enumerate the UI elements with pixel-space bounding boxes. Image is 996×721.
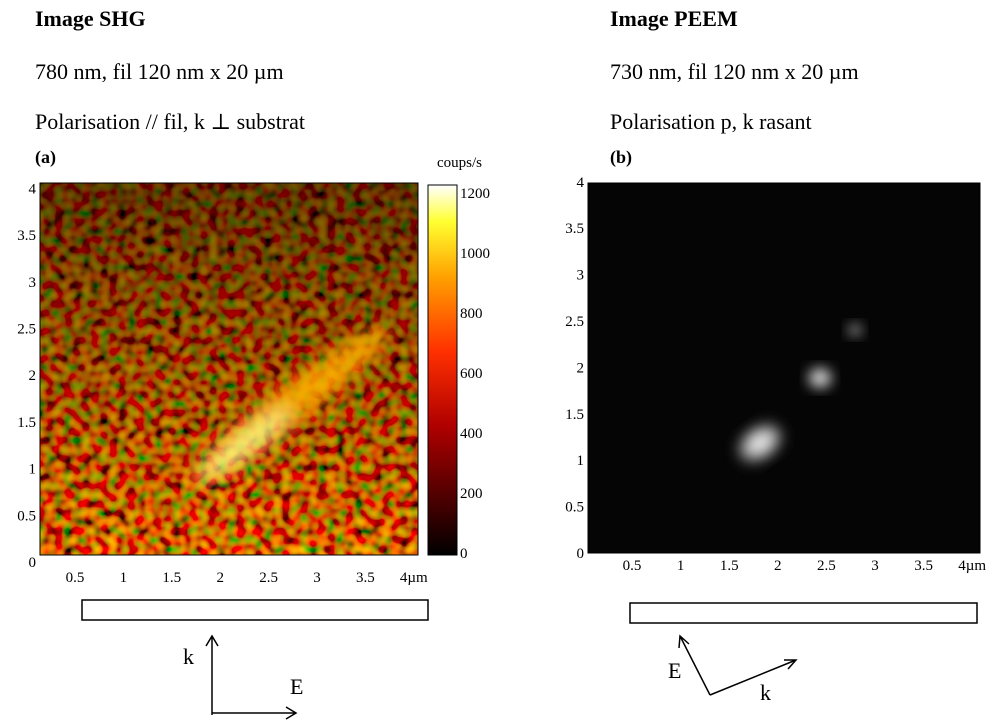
y-tick-label: 2.5	[17, 322, 36, 338]
x-tick-label: 3	[313, 570, 321, 586]
arrow-label: k	[183, 644, 194, 669]
wire	[629, 602, 978, 624]
x-tick-label: 0.5	[623, 558, 642, 574]
x-tick-label: 4µm	[400, 570, 428, 586]
colorbar-tick-label: 600	[460, 366, 483, 382]
colorbar-tick-label: 400	[460, 426, 483, 442]
panel-label: (b)	[610, 147, 632, 168]
y-tick-label: 0.5	[17, 508, 36, 524]
y-tick-label: 1	[29, 462, 37, 478]
wire	[81, 599, 429, 621]
arrow-label: E	[668, 658, 681, 683]
plot-frame	[39, 182, 419, 556]
panel-subtitle: 780 nm, fil 120 nm x 20 µm	[35, 59, 284, 84]
x-tick-label: 1	[677, 558, 685, 574]
x-tick-label: 3.5	[356, 570, 375, 586]
y-tick-label: 3	[577, 268, 585, 284]
y-tick-label: 2	[29, 368, 37, 384]
x-tick-label: 2.5	[817, 558, 836, 574]
y-tick-label: 2	[577, 360, 585, 376]
colorbar-tick-label: 200	[460, 486, 483, 502]
panel-title: Image SHG	[35, 6, 146, 31]
y-tick-label: 0	[29, 555, 37, 571]
colorbar-tick-label: 0	[460, 546, 468, 562]
y-tick-label: 3	[29, 275, 37, 291]
y-tick-label: 3.5	[17, 228, 36, 244]
x-tick-label: 2.5	[259, 570, 278, 586]
panel-label: (a)	[35, 147, 56, 168]
panel-title: Image PEEM	[610, 6, 738, 31]
panel-subtitle: Polarisation // fil, k ⊥ substrat	[35, 109, 305, 134]
axes-arrows	[205, 634, 298, 720]
y-tick-label: 4	[29, 181, 37, 197]
y-tick-label: 2.5	[565, 314, 584, 330]
panel-subtitle: 730 nm, fil 120 nm x 20 µm	[610, 59, 859, 84]
panel-subtitle: Polarisation p, k rasant	[610, 109, 812, 134]
y-tick-label: 4	[577, 175, 585, 191]
x-tick-label: 1.5	[162, 570, 181, 586]
x-tick-label: 2	[216, 570, 224, 586]
y-tick-label: 0.5	[565, 500, 584, 516]
y-tick-label: 3.5	[565, 221, 584, 237]
colorbar-title: coups/s	[437, 155, 482, 171]
x-tick-label: 0.5	[66, 570, 85, 586]
y-tick-label: 1.5	[17, 415, 36, 431]
x-tick-label: 4µm	[958, 558, 986, 574]
colorbar-tick-label: 800	[460, 306, 483, 322]
colorbar	[427, 184, 458, 556]
y-tick-label: 0	[577, 546, 585, 562]
arrow-label: k	[760, 680, 771, 705]
shg-image	[40, 183, 418, 555]
colorbar-tick-label: 1200	[460, 186, 490, 202]
arrow-label: E	[290, 674, 303, 699]
y-tick-label: 1	[577, 453, 585, 469]
plot-frame	[587, 182, 981, 554]
peem-image	[588, 183, 980, 553]
x-tick-label: 3.5	[914, 558, 933, 574]
x-tick-label: 1	[120, 570, 128, 586]
axes-arrows	[678, 634, 798, 696]
x-tick-label: 3	[871, 558, 879, 574]
y-tick-label: 1.5	[565, 407, 584, 423]
x-tick-label: 2	[774, 558, 782, 574]
x-tick-label: 1.5	[720, 558, 739, 574]
colorbar-tick-label: 1000	[460, 246, 490, 262]
